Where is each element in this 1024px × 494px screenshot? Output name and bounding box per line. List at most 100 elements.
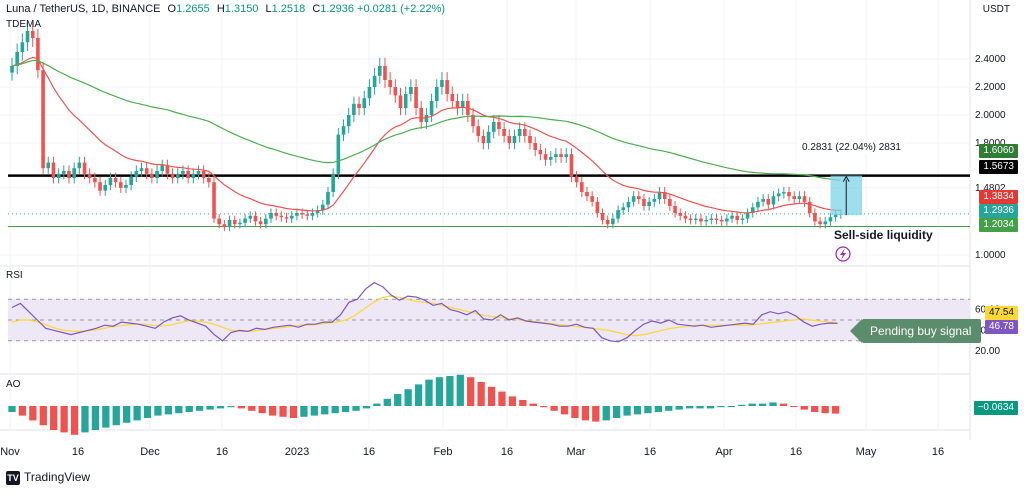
ao-bar — [487, 386, 496, 406]
ao-bar — [644, 406, 652, 414]
candle-body — [569, 154, 574, 177]
candle-body — [626, 201, 631, 208]
candle-body — [683, 215, 688, 219]
candle-body — [455, 101, 460, 108]
candle-body — [274, 213, 278, 216]
candle-body — [403, 94, 408, 108]
rsi-value-tag: 46.78 — [984, 320, 1018, 334]
candles[interactable] — [10, 21, 843, 232]
candle-body — [471, 115, 475, 127]
ao-bar — [394, 394, 402, 406]
candle-body — [502, 129, 506, 136]
rsi-label[interactable]: RSI — [6, 270, 23, 281]
candle-body — [807, 201, 812, 213]
price-tick-label: 2.2000 — [975, 82, 1006, 93]
branding-text: TradingView — [24, 470, 91, 484]
ao-bar — [70, 406, 79, 435]
candle-body — [72, 168, 76, 178]
candle-body — [362, 98, 367, 108]
candle-body — [212, 182, 216, 219]
price-tick-label: 2.4000 — [975, 54, 1006, 65]
ao-bar — [425, 379, 433, 406]
time-tick-label: 16 — [790, 446, 802, 458]
candle-body — [507, 136, 512, 143]
lightning-icon[interactable] — [835, 246, 851, 262]
change-value: +0.0281 (+2.22%) — [357, 3, 446, 15]
measure-tool[interactable] — [830, 175, 862, 216]
candle-body — [699, 218, 703, 222]
candle-body — [124, 185, 128, 188]
time-tick-label: 16 — [932, 446, 944, 458]
candle-body — [352, 103, 356, 115]
ao-bar — [362, 406, 371, 409]
ao-bar — [112, 406, 120, 426]
candle-body — [46, 162, 51, 169]
candle-body — [165, 165, 170, 174]
candle-body — [543, 154, 548, 160]
candle-body — [605, 220, 610, 225]
unit-label: USDT — [982, 4, 1010, 15]
ao-bar — [550, 406, 558, 411]
indicator-label[interactable]: TDEMA — [6, 19, 41, 30]
ao-bar — [185, 406, 193, 412]
candle-body — [393, 87, 398, 96]
ao-label[interactable]: AO — [6, 379, 21, 390]
time-tick-label: 16 — [363, 446, 375, 458]
candle-body — [341, 126, 346, 135]
ao-bar — [321, 406, 329, 415]
candle-body — [217, 218, 222, 225]
candle-body — [222, 224, 227, 227]
candle-body — [580, 182, 584, 192]
ao-bar — [404, 389, 412, 406]
measure-arrow-head — [842, 175, 850, 182]
candle-body — [383, 66, 387, 80]
candle-body — [714, 218, 719, 220]
candle-body — [227, 220, 232, 227]
candle-body — [305, 214, 310, 216]
time-tick-label: 16 — [216, 446, 228, 458]
ao-bar — [81, 406, 89, 433]
ao-bar — [154, 406, 162, 416]
time-tick-label: Nov — [0, 446, 20, 458]
candle-body — [160, 165, 165, 171]
ao-bar — [467, 377, 475, 406]
candle-body — [668, 199, 672, 206]
tradingview-logo[interactable]: TV TradingView — [6, 470, 90, 485]
candle-body — [528, 136, 532, 143]
candle-body — [434, 87, 439, 101]
candle-body — [300, 213, 304, 215]
ao-bar — [18, 406, 27, 416]
candle-body — [144, 168, 149, 174]
candle-body — [662, 192, 667, 199]
candle-body — [523, 129, 527, 136]
price-tag-current: 1.2936 — [979, 204, 1018, 218]
candle-body — [201, 171, 206, 178]
ao-bar — [216, 406, 225, 409]
ao-bar — [571, 406, 579, 418]
ao-bar — [456, 374, 464, 406]
candle-body — [642, 199, 646, 206]
candle-body — [735, 215, 740, 220]
candle-body — [67, 171, 71, 178]
ao-bar — [39, 406, 47, 426]
ao-bar — [540, 406, 548, 408]
candle-body — [409, 87, 413, 94]
candle-body — [139, 168, 144, 171]
candle-body — [460, 101, 465, 108]
ao-bar — [581, 406, 590, 421]
candle-body — [414, 87, 418, 108]
candle-body — [170, 173, 175, 178]
ao-bar — [602, 406, 610, 421]
candle-body — [611, 218, 615, 225]
close-value: 1.2936 — [320, 3, 354, 15]
candle-body — [258, 221, 263, 225]
candle-body — [688, 218, 693, 220]
candle-body — [419, 108, 424, 122]
time-tick-label: 16 — [72, 446, 84, 458]
candle-body — [512, 136, 517, 143]
candle-body — [725, 218, 729, 222]
symbol-title[interactable]: Luna / TetherUS, 1D, BINANCE — [6, 3, 161, 15]
high-value: 1.3150 — [224, 3, 259, 15]
